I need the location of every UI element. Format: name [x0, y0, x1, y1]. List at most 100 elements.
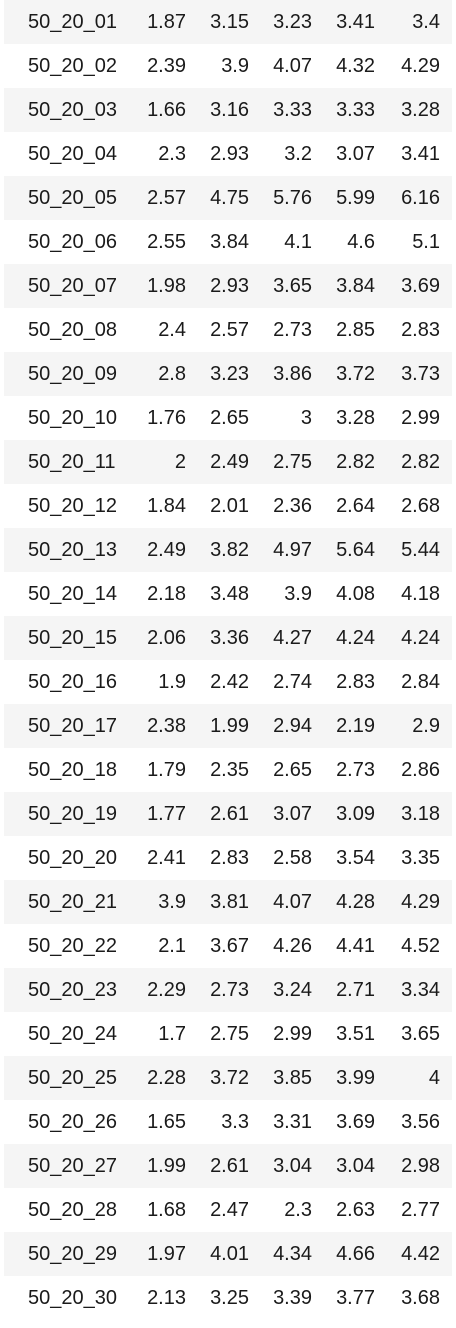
- value-cell: 2.73: [210, 979, 249, 1001]
- value-cell: 2.29: [147, 979, 186, 1001]
- value-cell: 2.41: [147, 847, 186, 869]
- row-id-cell: 50_20_03: [28, 99, 117, 121]
- table-row: 50_20_30 2.13 3.25 3.39 3.77 3.68: [4, 1276, 452, 1320]
- value-cell: 3.15: [210, 11, 249, 33]
- row-id-cell: 50_20_20: [28, 847, 117, 869]
- value-cell: 4.52: [401, 935, 440, 957]
- value-cell: 1.99: [210, 715, 249, 737]
- row-id-cell: 50_20_04: [28, 143, 117, 165]
- table-row: 50_20_21 3.9 3.81 4.07 4.28 4.29: [4, 880, 452, 924]
- value-cell: 2.61: [210, 1155, 249, 1177]
- value-cell: 5.64: [336, 539, 375, 561]
- value-cell: 1.97: [147, 1243, 186, 1265]
- value-cell: 2.57: [147, 187, 186, 209]
- value-cell: 2.39: [147, 55, 186, 77]
- value-cell: 2.61: [210, 803, 249, 825]
- table-row: 50_20_17 2.38 1.99 2.94 2.19 2.9: [4, 704, 452, 748]
- value-cell: 4.34: [273, 1243, 312, 1265]
- value-cell: 3.41: [401, 143, 440, 165]
- value-cell: 1.9: [158, 671, 186, 693]
- value-cell: 2.55: [147, 231, 186, 253]
- row-id-cell: 50_20_07: [28, 275, 117, 297]
- value-cell: 2.64: [336, 495, 375, 517]
- value-cell: 2.13: [147, 1287, 186, 1309]
- table-row: 50_20_19 1.77 2.61 3.07 3.09 3.18: [4, 792, 452, 836]
- value-cell: 1.79: [147, 759, 186, 781]
- value-cell: 1.98: [147, 275, 186, 297]
- value-cell: 2.19: [336, 715, 375, 737]
- value-cell: 1.87: [147, 11, 186, 33]
- value-cell: 2.65: [273, 759, 312, 781]
- value-cell: 2.74: [273, 671, 312, 693]
- table-row: 50_20_25 2.28 3.72 3.85 3.99 4: [4, 1056, 452, 1100]
- value-cell: 2.77: [401, 1199, 440, 1221]
- value-cell: 2.47: [210, 1199, 249, 1221]
- value-cell: 4.07: [273, 891, 312, 913]
- value-cell: 3.4: [412, 11, 440, 33]
- value-cell: 3: [300, 407, 312, 429]
- value-cell: 2.73: [273, 319, 312, 341]
- value-cell: 4.18: [401, 583, 440, 605]
- value-cell: 3.72: [210, 1067, 249, 1089]
- value-cell: 3.48: [210, 583, 249, 605]
- table-row: 50_20_16 1.9 2.42 2.74 2.83 2.84: [4, 660, 452, 704]
- table-row: 50_20_23 2.29 2.73 3.24 2.71 3.34: [4, 968, 452, 1012]
- value-cell: 2.9: [412, 715, 440, 737]
- value-cell: 3.77: [336, 1287, 375, 1309]
- value-cell: 1.68: [147, 1199, 186, 1221]
- value-cell: 3.85: [273, 1067, 312, 1089]
- value-cell: 4.24: [401, 627, 440, 649]
- value-cell: 3.23: [210, 363, 249, 385]
- row-id-cell: 50_20_14: [28, 583, 117, 605]
- value-cell: 1.84: [147, 495, 186, 517]
- value-cell: 2.99: [273, 1023, 312, 1045]
- value-cell: 3.84: [336, 275, 375, 297]
- value-cell: 2.83: [401, 319, 440, 341]
- value-cell: 5.44: [401, 539, 440, 561]
- value-cell: 4: [428, 1067, 440, 1089]
- row-id-cell: 50_20_02: [28, 55, 117, 77]
- value-cell: 2: [174, 451, 186, 473]
- value-cell: 2.83: [210, 847, 249, 869]
- value-cell: 4.75: [210, 187, 249, 209]
- value-cell: 2.01: [210, 495, 249, 517]
- value-cell: 5.99: [336, 187, 375, 209]
- value-cell: 2.71: [336, 979, 375, 1001]
- value-cell: 3.35: [401, 847, 440, 869]
- table-row: 50_20_14 2.18 3.48 3.9 4.08 4.18: [4, 572, 452, 616]
- value-cell: 3.82: [210, 539, 249, 561]
- value-cell: 2.68: [401, 495, 440, 517]
- row-id-cell: 50_20_08: [28, 319, 117, 341]
- table-row: 50_20_09 2.8 3.23 3.86 3.72 3.73: [4, 352, 452, 396]
- value-cell: 2.63: [336, 1199, 375, 1221]
- table-row: 50_20_18 1.79 2.35 2.65 2.73 2.86: [4, 748, 452, 792]
- value-cell: 3.07: [336, 143, 375, 165]
- table-row: 50_20_28 1.68 2.47 2.3 2.63 2.77: [4, 1188, 452, 1232]
- value-cell: 2.99: [401, 407, 440, 429]
- value-cell: 5.1: [412, 231, 440, 253]
- value-cell: 3.34: [401, 979, 440, 1001]
- value-cell: 2.36: [273, 495, 312, 517]
- value-cell: 3.81: [210, 891, 249, 913]
- table-row: 50_20_27 1.99 2.61 3.04 3.04 2.98: [4, 1144, 452, 1188]
- table-row: 50_20_01 1.87 3.15 3.23 3.41 3.4: [4, 0, 452, 44]
- row-id-cell: 50_20_27: [28, 1155, 117, 1177]
- value-cell: 4.32: [336, 55, 375, 77]
- value-cell: 2.49: [147, 539, 186, 561]
- value-cell: 1.76: [147, 407, 186, 429]
- value-cell: 3.67: [210, 935, 249, 957]
- value-cell: 3.24: [273, 979, 312, 1001]
- value-cell: 3.04: [273, 1155, 312, 1177]
- table-row: 50_20_10 1.76 2.65 3 3.28 2.99: [4, 396, 452, 440]
- value-cell: 3.3: [221, 1111, 249, 1133]
- value-cell: 2.1: [158, 935, 186, 957]
- value-cell: 2.49: [210, 451, 249, 473]
- value-cell: 2.58: [273, 847, 312, 869]
- value-cell: 2.82: [336, 451, 375, 473]
- value-cell: 2.3: [158, 143, 186, 165]
- value-cell: 1.77: [147, 803, 186, 825]
- table-row: 50_20_08 2.4 2.57 2.73 2.85 2.83: [4, 308, 452, 352]
- table-row: 50_20_03 1.66 3.16 3.33 3.33 3.28: [4, 88, 452, 132]
- value-cell: 3.25: [210, 1287, 249, 1309]
- value-cell: 2.8: [158, 363, 186, 385]
